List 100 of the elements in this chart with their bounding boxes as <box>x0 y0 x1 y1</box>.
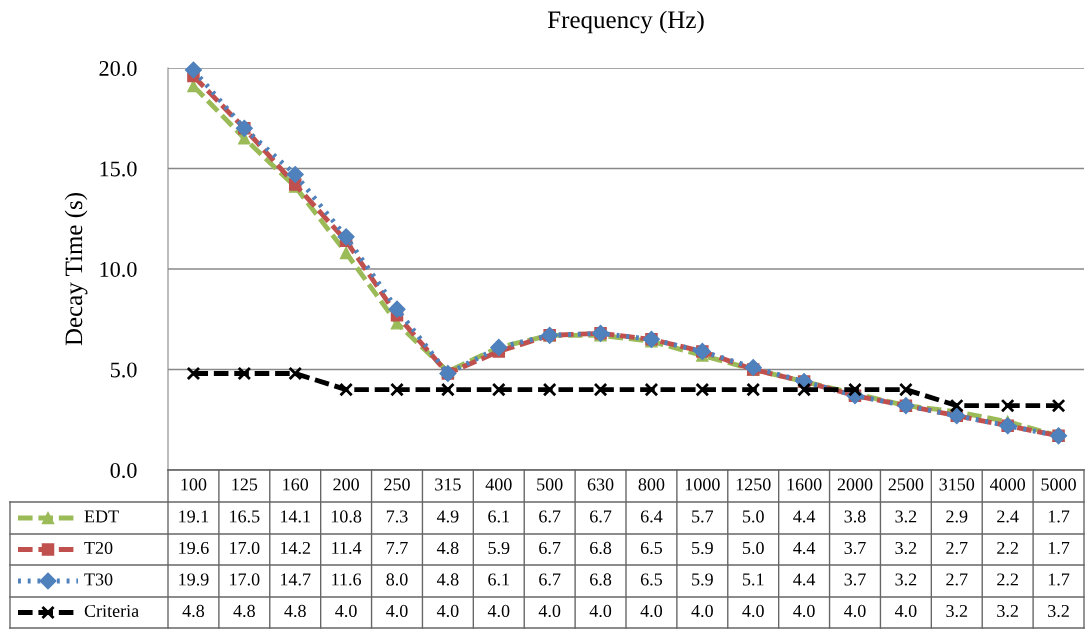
data-label: 4.0 <box>793 604 815 618</box>
data-label: 11.4 <box>332 541 362 555</box>
data-label: 5.9 <box>692 541 713 555</box>
data-label: 5.9 <box>488 541 510 555</box>
data-label: 2.2 <box>997 573 1018 586</box>
x-tick-label: 800 <box>638 478 665 491</box>
data-label: 3.2 <box>895 573 917 586</box>
data-label: 4.0 <box>742 604 764 618</box>
data-label: 10.8 <box>331 510 362 523</box>
data-label: 4.0 <box>538 604 561 618</box>
data-label: 4.4 <box>793 541 816 555</box>
data-label: 4.8 <box>436 541 459 555</box>
data-label: 19.6 <box>179 541 209 555</box>
data-label: 4.8 <box>436 573 459 586</box>
data-label: 4.8 <box>284 604 306 618</box>
x-tick-label: 2000 <box>837 478 873 491</box>
x-tick-label: 400 <box>485 478 512 491</box>
data-label: 4.0 <box>589 604 612 618</box>
data-label: 6.8 <box>590 541 612 555</box>
y-axis-title: Decay Time (s) <box>64 193 88 346</box>
data-label: 4.9 <box>436 510 459 523</box>
data-label: 5.0 <box>742 541 764 555</box>
data-label: 5.7 <box>692 510 714 523</box>
data-label: 4.0 <box>640 604 663 618</box>
data-label: 3.7 <box>844 541 866 555</box>
data-label: 5.1 <box>742 573 764 586</box>
data-label: 6.7 <box>539 573 561 586</box>
data-label: 6.8 <box>590 573 612 586</box>
x-tick-label: 250 <box>384 478 410 491</box>
x-tick-label: 315 <box>435 478 461 491</box>
data-label: 4.0 <box>386 604 408 618</box>
data-label: 2.7 <box>946 541 968 555</box>
data-label: 3.2 <box>997 604 1018 618</box>
x-tick-label: 1600 <box>787 478 822 491</box>
data-label: 4.4 <box>793 510 816 523</box>
data-label: 3.7 <box>844 573 866 586</box>
data-label: 6.4 <box>640 510 663 523</box>
y-tick-label: 15.0 <box>100 161 137 177</box>
data-label: 17.0 <box>230 573 260 586</box>
data-label: 2.7 <box>946 573 968 586</box>
data-label: 6.7 <box>590 510 612 523</box>
data-label: 5.0 <box>742 510 764 523</box>
data-label: 1.7 <box>1048 573 1070 586</box>
data-label: 6.7 <box>539 541 561 555</box>
data-label: 6.1 <box>488 573 509 586</box>
data-label: 5.9 <box>692 573 713 586</box>
x-tick-label: 5000 <box>1041 478 1076 491</box>
x-tick-label: 125 <box>232 478 258 491</box>
data-label: 4.0 <box>894 604 917 618</box>
legend-label: T30 <box>84 573 113 586</box>
data-label: 14.1 <box>281 510 310 523</box>
data-label: 6.5 <box>640 573 663 586</box>
data-label: 19.9 <box>179 573 209 586</box>
y-tick-label: 5.0 <box>110 362 137 378</box>
data-label: 4.8 <box>233 604 255 618</box>
data-label: 3.8 <box>844 510 866 523</box>
data-label: 1.7 <box>1048 541 1070 555</box>
data-label: 14.2 <box>281 541 311 555</box>
data-label: 2.4 <box>997 510 1019 523</box>
x-tick-label: 200 <box>333 478 359 491</box>
data-label: 14.7 <box>281 573 311 586</box>
y-tick-label: 10.0 <box>100 261 137 278</box>
x-tick-label: 4000 <box>989 478 1026 491</box>
data-label: 4.0 <box>691 604 713 618</box>
chart-title: Frequency (Hz) <box>547 10 704 34</box>
data-label: 6.1 <box>488 510 509 523</box>
data-label: 11.6 <box>332 573 362 586</box>
y-tick-label: 20.0 <box>99 60 137 77</box>
x-tick-label: 2500 <box>888 478 924 491</box>
data-label: 4.0 <box>335 604 357 618</box>
x-tick-label: 1000 <box>685 478 720 491</box>
data-label: 6.5 <box>640 541 663 555</box>
y-tick-label: 0.0 <box>110 462 137 479</box>
legend-label: EDT <box>84 510 119 523</box>
x-tick-label: 3150 <box>939 478 975 491</box>
data-label: 3.2 <box>946 604 968 618</box>
data-label: 19.1 <box>179 510 209 523</box>
x-tick-label: 100 <box>181 478 207 491</box>
x-tick-label: 500 <box>537 478 563 491</box>
data-label: 4.4 <box>793 573 816 586</box>
data-label: 2.2 <box>997 541 1018 555</box>
data-label: 3.2 <box>1048 604 1069 618</box>
legend-label: Criteria <box>84 604 139 618</box>
data-label: 8.0 <box>386 573 408 586</box>
data-label: 3.2 <box>895 510 917 523</box>
data-label: 4.0 <box>487 604 510 618</box>
x-tick-label: 1250 <box>736 478 771 491</box>
x-tick-label: 160 <box>283 478 309 491</box>
data-label: 4.8 <box>182 604 205 618</box>
data-label: 4.0 <box>844 604 866 618</box>
data-label: 1.7 <box>1048 510 1070 523</box>
data-label: 7.3 <box>386 510 408 523</box>
x-tick-label: 630 <box>587 478 614 491</box>
data-label: 3.2 <box>895 541 917 555</box>
data-label: 4.0 <box>436 604 459 618</box>
data-label: 7.7 <box>386 542 408 555</box>
data-label: 17.0 <box>230 541 260 555</box>
data-label: 6.7 <box>539 510 561 523</box>
data-label: 2.9 <box>946 510 968 523</box>
data-label: 16.5 <box>230 510 260 523</box>
